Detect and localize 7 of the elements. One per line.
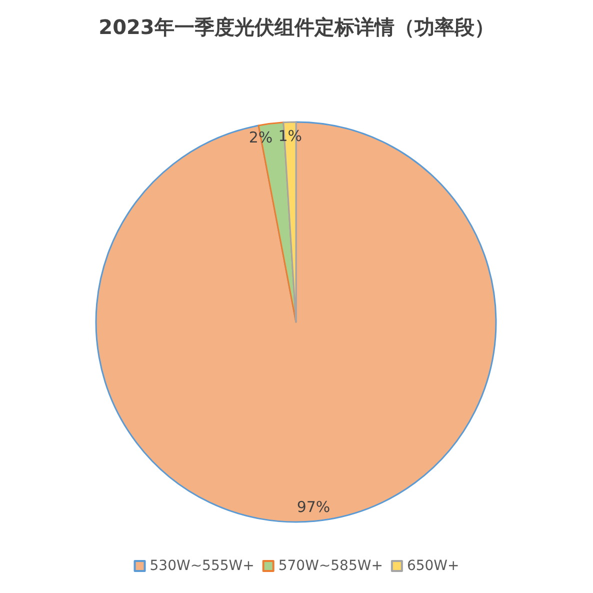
legend-label: 530W~555W+	[150, 558, 254, 574]
legend-label: 650W+	[406, 558, 460, 574]
chart-title: 2023年一季度光伏组件定标详情（功率段）	[98, 15, 494, 39]
data-label: 1%	[278, 127, 302, 146]
legend-label: 570W~585W+	[278, 558, 383, 574]
data-label: 97%	[296, 498, 330, 516]
data-label: 2%	[248, 128, 273, 146]
